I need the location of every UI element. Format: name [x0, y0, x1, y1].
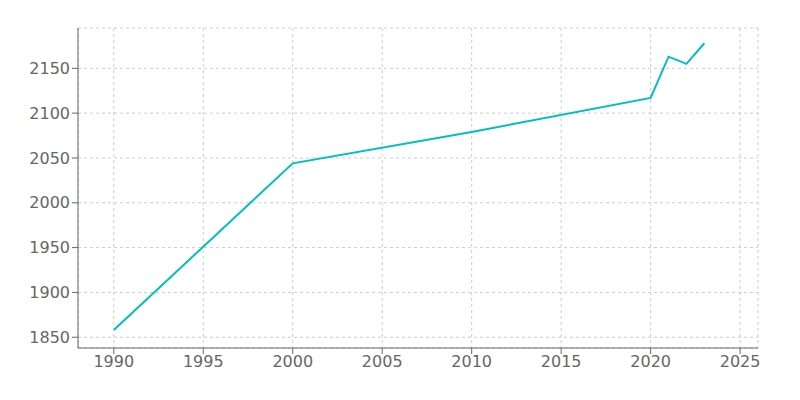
svg-text:1990: 1990	[93, 352, 134, 371]
svg-text:1900: 1900	[29, 283, 70, 302]
svg-text:2000: 2000	[29, 193, 70, 212]
svg-text:2005: 2005	[362, 352, 403, 371]
svg-text:1950: 1950	[29, 238, 70, 257]
svg-text:2010: 2010	[451, 352, 492, 371]
svg-text:2025: 2025	[720, 352, 761, 371]
svg-text:2150: 2150	[29, 59, 70, 78]
svg-text:1850: 1850	[29, 328, 70, 347]
svg-text:2050: 2050	[29, 149, 70, 168]
svg-text:2015: 2015	[541, 352, 582, 371]
svg-text:1995: 1995	[183, 352, 224, 371]
svg-text:2020: 2020	[630, 352, 671, 371]
svg-text:2100: 2100	[29, 104, 70, 123]
svg-text:2000: 2000	[272, 352, 313, 371]
